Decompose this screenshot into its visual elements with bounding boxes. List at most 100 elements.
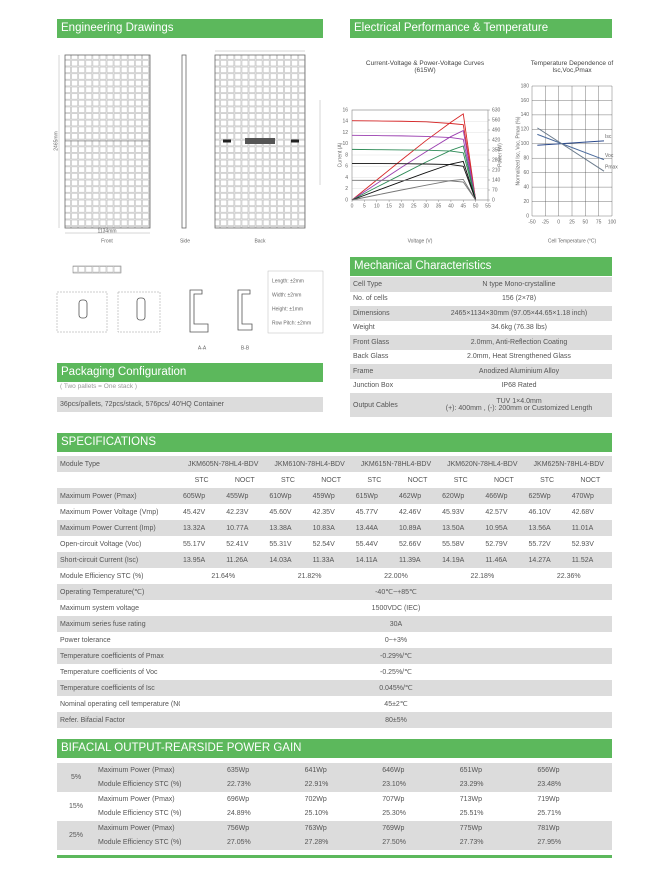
current-curve (351, 162, 477, 201)
value-line: 2465×1134×30mm (97.05×44.65×1.18 inch) (450, 309, 588, 317)
value-line: 2.0mm, Anti-Reflection Coating (470, 338, 568, 346)
cell-value: 462Wp (395, 488, 440, 504)
row-label: Module Type (57, 456, 180, 472)
table-row: Refer. Bifacial Factor 80±5% (57, 712, 612, 728)
row-label: Junction Box (353, 382, 394, 390)
row-label: Weight (353, 324, 375, 332)
power-curve (351, 129, 477, 201)
x-tick-label: 75 (596, 219, 602, 225)
y2-tick-label: 0 (492, 197, 495, 203)
cell-value: 46.10V (528, 508, 551, 516)
cell-value: 14.11A (352, 552, 396, 568)
cell-value: 459Wp (309, 488, 353, 504)
model-name: JKM610N-78HL4-BDV (266, 456, 353, 472)
packaging-content: 36pcs/pallets, 72pcs/stack, 576pcs/ 40'H… (57, 397, 323, 412)
detail-box (56, 291, 108, 333)
model-name: JKM620N-78HL4-BDV (439, 456, 526, 472)
power-curve (351, 160, 477, 201)
table-row: Temperature coefficients of Voc -0.25%/℃ (57, 664, 612, 680)
tolerance: Height: ±1mm (272, 306, 303, 312)
value-line: N type Mono-crystalline (482, 280, 556, 288)
table-row: Front Glass 2.0mm, Anti-Reflection Coatin… (350, 335, 612, 350)
cell-value: 42.57V (485, 508, 508, 516)
table-row: Temperature coefficients of Isc 0.045%/℃ (57, 680, 612, 696)
model-name: JKM615N-78HL4-BDV (352, 456, 440, 472)
cell-value: 11.33A (309, 552, 353, 568)
table-row: Cell Type N type Mono-crystalline (350, 277, 612, 292)
power-curve (351, 145, 477, 201)
row-label: Module Efficiency STC (%) (95, 777, 224, 792)
cell-value: -0.25%/℃ (380, 669, 412, 676)
table-row: Maximum system voltage 1500VDC (IEC) (57, 600, 612, 616)
cell-value: 641Wp (301, 763, 380, 778)
cell-value: 52.54V (312, 540, 335, 548)
section-header: BIFACIAL OUTPUT-REARSIDE POWER GAIN (57, 739, 612, 758)
row-value: TUV 1×4.0mm (+): 400mm , (-): 200mm or Cu… (426, 393, 612, 417)
cell-value: 781Wp (534, 821, 612, 836)
junction-box (245, 138, 275, 144)
row-label: Module Efficiency STC (%) (60, 572, 144, 580)
y-tick-label: 180 (521, 83, 530, 89)
table-row: Module Type JKM605N-78HL4-BDV JKM610N-78HL… (57, 456, 612, 472)
table-row: Weight 34.6kg (76.38 lbs) (350, 321, 612, 336)
table-row: 15% Maximum Power (Pmax) 696Wp 702Wp 707Wp 71… (57, 792, 612, 810)
cell-value: 13.95A (180, 552, 224, 568)
cell-value: 23.29% (456, 777, 535, 792)
y-tick-label: 14 (342, 119, 348, 125)
cell-value: 11.26A (223, 552, 267, 568)
power-curve (351, 178, 477, 201)
model-name: JKM605N-78HL4-BDV (180, 456, 267, 472)
cell-value: 55.58V (442, 540, 465, 548)
row-label: Temperature coefficients of Voc (60, 668, 158, 676)
cell-value: 23.10% (379, 777, 457, 792)
cell-value: 13.44A (352, 520, 396, 536)
current-curve (351, 120, 477, 201)
cell-value: 13.32A (180, 520, 224, 536)
condition: STC (194, 476, 209, 484)
cell-value: 14.19A (439, 552, 483, 568)
cell-value: 696Wp (227, 795, 250, 803)
cell-value: 10.89A (395, 520, 440, 536)
cell-value: 42.68V (571, 508, 594, 516)
gain: 15% (68, 803, 83, 810)
cell-value: 756Wp (224, 821, 302, 836)
table-row: Frame Anodized Aluminium Alloy (350, 364, 612, 379)
current-curve (351, 134, 477, 201)
x-tick-label: 0 (557, 219, 560, 225)
y-tick-label: 140 (521, 112, 530, 118)
x-axis-label: Voltage (V) (408, 238, 433, 244)
section-label: A-A (198, 345, 207, 351)
cell-value: 646Wp (379, 763, 457, 778)
gain: 5% (57, 763, 95, 792)
row-label: Maximum Power (Pmax) (57, 488, 180, 504)
cell-value: 651Wp (456, 763, 535, 778)
cell-value: 14.27A (525, 552, 569, 568)
y2-tick-label: 630 (492, 107, 501, 113)
y2-axis-label: Power (W) (497, 143, 503, 167)
cell-value: 13.50A (439, 520, 483, 536)
x-tick-label: 10 (374, 203, 380, 209)
tolerance-box (267, 270, 324, 334)
cell-value: 10.95A (482, 520, 526, 536)
cell-value: 1500VDC (IEC) (371, 604, 421, 612)
cell-value: 45.42V (183, 508, 206, 516)
row-label: Cell Type (350, 277, 426, 292)
x-tick-label: 55 (485, 203, 491, 209)
y-tick-label: 0 (526, 213, 529, 219)
dimension: 2465mm (53, 131, 59, 150)
connector (291, 139, 299, 143)
x-tick-label: 45 (460, 203, 466, 209)
table-row: Temperature coefficients of Pmax -0.29%/℃ (57, 648, 612, 664)
hole (136, 297, 146, 321)
y2-tick-label: 280 (492, 157, 501, 163)
cell-value: 470Wp (568, 488, 612, 504)
cell-value: 27.95% (534, 835, 612, 850)
y-tick-label: 0 (345, 197, 348, 203)
cell-value: 14.03A (266, 552, 310, 568)
table-row: 5% Maximum Power (Pmax) 635Wp 641Wp 646Wp 651… (57, 763, 612, 792)
cell-value: 55.31V (269, 540, 292, 548)
row-label: Dimensions (350, 306, 426, 321)
cell-value: 13.56A (525, 520, 569, 536)
x-tick-label: 0 (351, 203, 354, 209)
cell-value: 21.82% (297, 572, 322, 580)
